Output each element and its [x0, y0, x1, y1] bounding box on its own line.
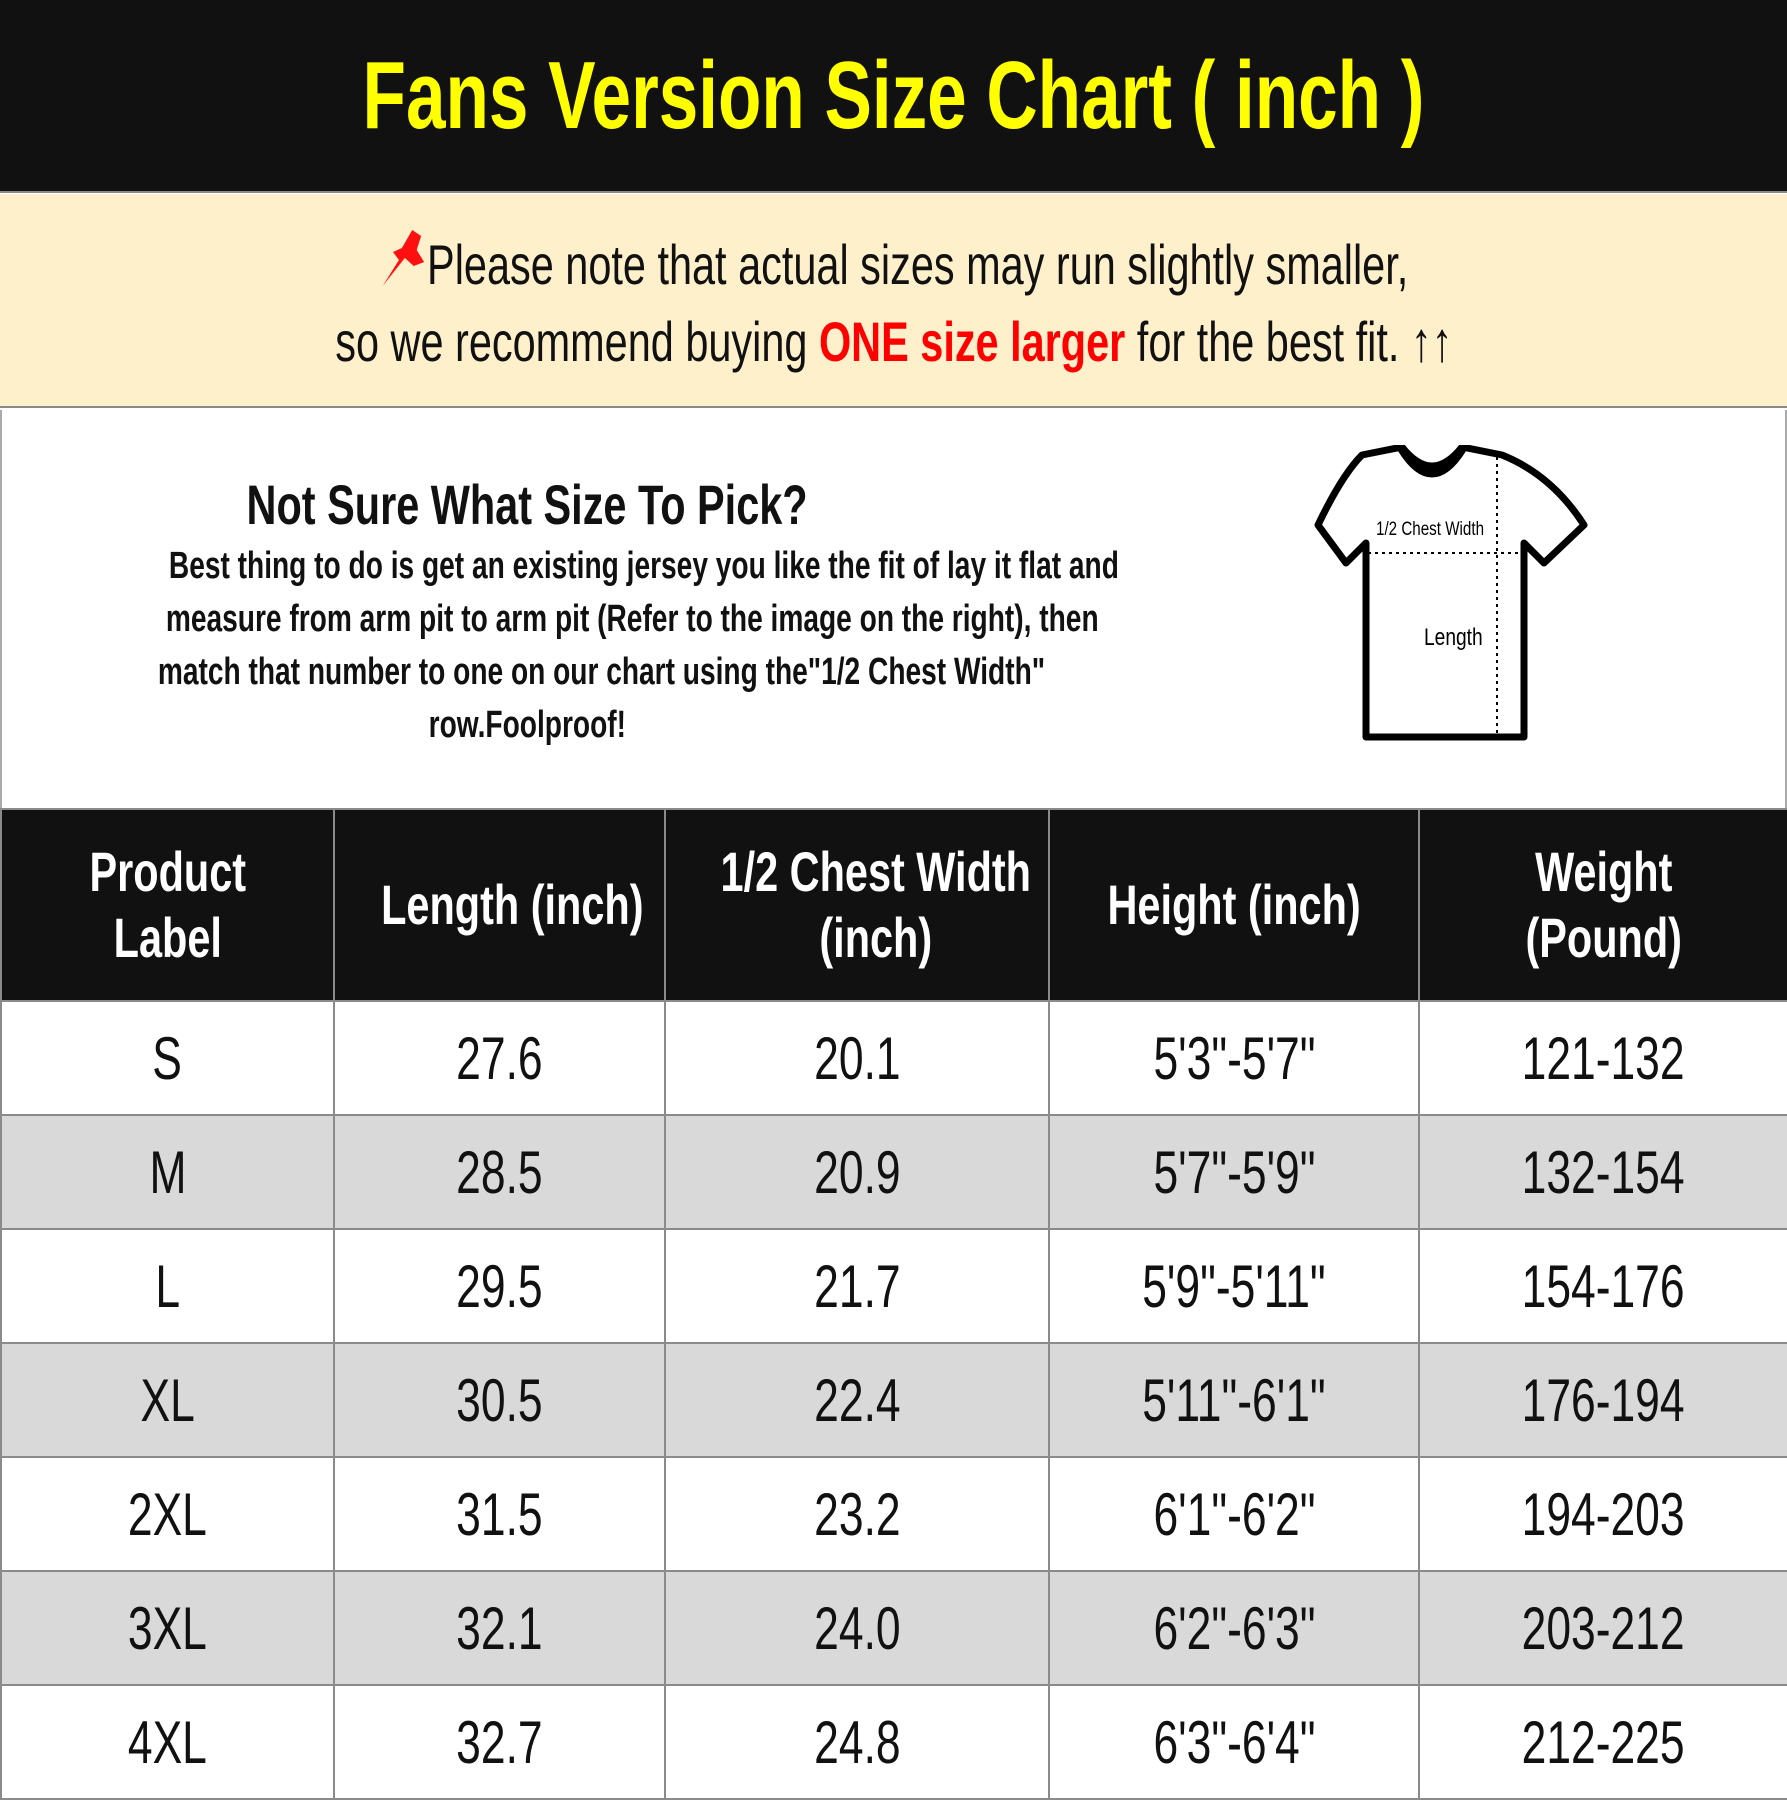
header-chest-width: 1/2 Chest Width (inch): [664, 808, 1050, 1002]
size-advice-section: Not Sure What Size To Pick? Best thing t…: [0, 410, 1787, 808]
cell-height: 5'9"-5'11": [1048, 1228, 1420, 1344]
table-row: XL 30.5 22.4 5'11"-6'1" 176-194: [0, 1342, 1787, 1458]
cell-length: 29.5: [333, 1228, 666, 1344]
cell-size-label: 2XL: [0, 1456, 335, 1572]
cell-chest-width: 22.4: [664, 1342, 1050, 1458]
header-length: Length (inch): [333, 808, 666, 1002]
cell-weight: 194-203: [1418, 1456, 1787, 1572]
cell-length: 27.6: [333, 1000, 666, 1116]
table-row: 4XL 32.7 24.8 6'3"-6'4" 212-225: [0, 1684, 1787, 1800]
advice-description: Best thing to do is get an existing jers…: [157, 545, 1119, 746]
cell-height: 6'2"-6'3": [1048, 1570, 1420, 1686]
header-height: Height (inch): [1048, 808, 1420, 1002]
header-product-label: Product Label: [0, 808, 335, 1002]
table-row: S 27.6 20.1 5'3"-5'7" 121-132: [0, 1000, 1787, 1116]
cell-chest-width: 24.8: [664, 1684, 1050, 1800]
cell-weight: 203-212: [1418, 1570, 1787, 1686]
cell-chest-width: 20.9: [664, 1114, 1050, 1230]
table-row: 2XL 31.5 23.2 6'1"-6'2" 194-203: [0, 1456, 1787, 1572]
tshirt-measurement-diagram: 1/2 Chest Width Length: [1314, 445, 1588, 741]
advice-heading: Not Sure What Size To Pick?: [246, 473, 808, 536]
chart-title: Fans Version Size Chart ( inch ): [362, 41, 1425, 149]
cell-weight: 121-132: [1418, 1000, 1787, 1116]
cell-chest-width: 20.1: [664, 1000, 1050, 1116]
cell-size-label: L: [0, 1228, 335, 1344]
notice-line-2: so we recommend buying ONE size larger f…: [334, 310, 1453, 373]
cell-length: 32.1: [333, 1570, 666, 1686]
highlight-one-size-larger: ONE size larger: [818, 310, 1125, 373]
cell-length: 28.5: [333, 1114, 666, 1230]
cell-height: 5'7"-5'9": [1048, 1114, 1420, 1230]
notice-line-1: Please note that actual sizes may run sl…: [0, 226, 1787, 297]
cell-size-label: 3XL: [0, 1570, 335, 1686]
table-row: L 29.5 21.7 5'9"-5'11" 154-176: [0, 1228, 1787, 1344]
cell-size-label: 4XL: [0, 1684, 335, 1800]
notice-banner: Please note that actual sizes may run sl…: [0, 194, 1787, 408]
length-label: Length: [1424, 623, 1483, 651]
cell-height: 5'3"-5'7": [1048, 1000, 1420, 1116]
size-table: Product Label Length (inch) 1/2 Chest Wid…: [0, 808, 1787, 1800]
table-header-row: Product Label Length (inch) 1/2 Chest Wid…: [0, 808, 1787, 1002]
table-row: M 28.5 20.9 5'7"-5'9" 132-154: [0, 1114, 1787, 1230]
cell-chest-width: 23.2: [664, 1456, 1050, 1572]
cell-size-label: S: [0, 1000, 335, 1116]
cell-height: 6'1"-6'2": [1048, 1456, 1420, 1572]
chest-width-label: 1/2 Chest Width: [1376, 517, 1484, 539]
cell-length: 30.5: [333, 1342, 666, 1458]
cell-height: 5'11"-6'1": [1048, 1342, 1420, 1458]
chart-title-bar: Fans Version Size Chart ( inch ): [0, 0, 1787, 193]
cell-chest-width: 21.7: [664, 1228, 1050, 1344]
cell-size-label: XL: [0, 1342, 335, 1458]
cell-length: 31.5: [333, 1456, 666, 1572]
pushpin-icon: [382, 230, 424, 286]
cell-size-label: M: [0, 1114, 335, 1230]
cell-weight: 154-176: [1418, 1228, 1787, 1344]
cell-weight: 132-154: [1418, 1114, 1787, 1230]
cell-height: 6'3"-6'4": [1048, 1684, 1420, 1800]
cell-weight: 212-225: [1418, 1684, 1787, 1800]
cell-chest-width: 24.0: [664, 1570, 1050, 1686]
table-row: 3XL 32.1 24.0 6'2"-6'3" 203-212: [0, 1570, 1787, 1686]
cell-weight: 176-194: [1418, 1342, 1787, 1458]
header-weight: Weight (Pound): [1418, 808, 1787, 1002]
cell-length: 32.7: [333, 1684, 666, 1800]
